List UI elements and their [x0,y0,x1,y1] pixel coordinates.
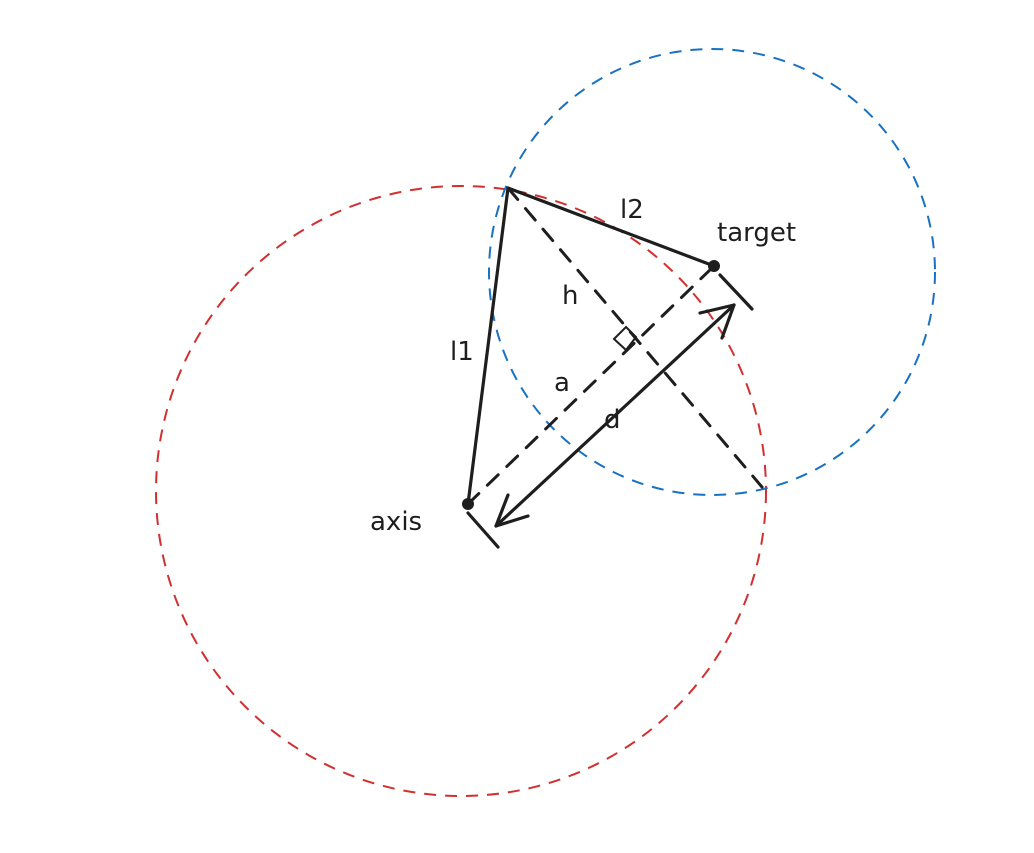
label-d: d [604,405,621,435]
label-l1: l1 [450,337,474,367]
distance-line-axis-target [466,264,716,506]
segment-l1 [466,186,510,506]
axis-reach-circle [155,185,767,797]
target-point [708,260,720,272]
dimension-arrow-d [494,303,736,528]
dimension-arrowhead-end [698,303,736,340]
label-axis: axis [370,507,422,537]
dimension-arrowhead-start [494,493,530,528]
segment-l2 [506,186,716,268]
right-angle-marker [612,325,638,352]
dimension-tick-end [718,273,754,311]
label-l2: l2 [620,195,644,225]
label-a: a [554,368,570,398]
axis-point [462,498,474,510]
label-target: target [717,218,796,248]
label-h: h [562,281,578,311]
dimension-tick-start [466,511,500,549]
target-reach-circle [488,48,936,496]
